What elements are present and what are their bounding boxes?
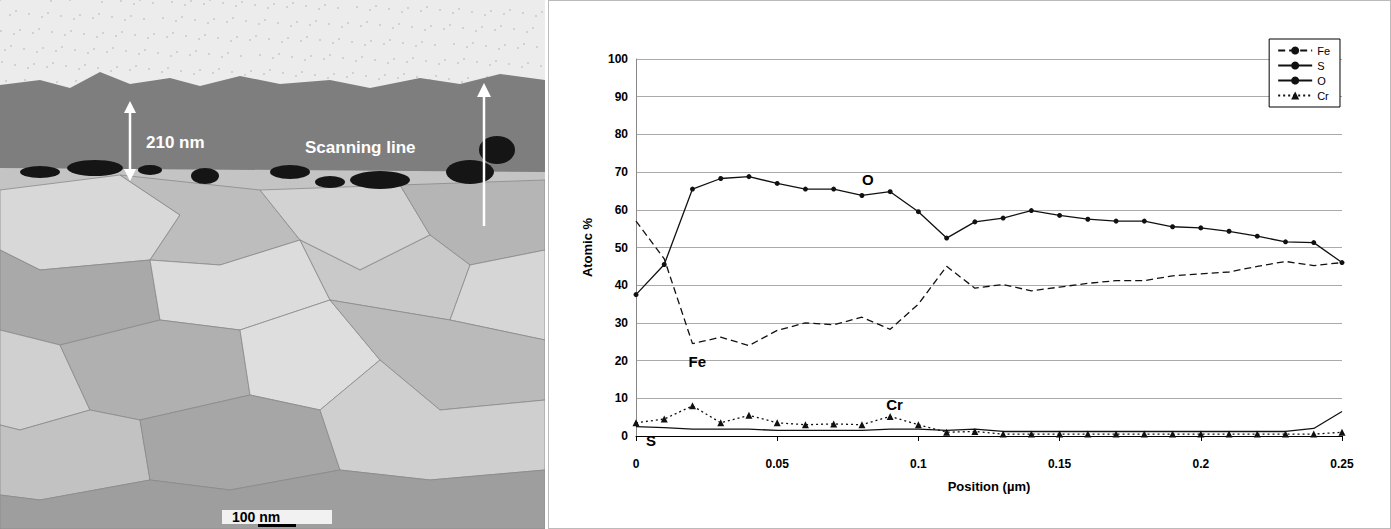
- svg-text:0.2: 0.2: [1192, 457, 1209, 471]
- svg-text:S: S: [1317, 60, 1324, 72]
- svg-text:0.15: 0.15: [1048, 457, 1072, 471]
- svg-text:210 nm: 210 nm: [146, 133, 205, 152]
- svg-text:Atomic %: Atomic %: [580, 217, 595, 277]
- svg-text:100 nm: 100 nm: [232, 509, 280, 525]
- svg-text:40: 40: [615, 278, 629, 292]
- svg-text:Fe: Fe: [688, 353, 706, 370]
- svg-text:20: 20: [615, 354, 629, 368]
- svg-text:0: 0: [621, 429, 628, 443]
- svg-text:60: 60: [615, 203, 629, 217]
- svg-text:Cr: Cr: [1317, 90, 1329, 102]
- svg-text:10: 10: [615, 391, 629, 405]
- svg-text:S: S: [646, 432, 656, 449]
- svg-text:80: 80: [615, 127, 629, 141]
- svg-text:70: 70: [615, 165, 629, 179]
- svg-text:50: 50: [615, 241, 629, 255]
- svg-text:100: 100: [608, 52, 628, 66]
- svg-text:0: 0: [633, 457, 640, 471]
- svg-text:Cr: Cr: [886, 396, 903, 413]
- svg-text:0.05: 0.05: [766, 457, 790, 471]
- svg-text:90: 90: [615, 90, 629, 104]
- svg-text:O: O: [1317, 75, 1326, 87]
- svg-text:30: 30: [615, 316, 629, 330]
- svg-text:Scanning line: Scanning line: [305, 138, 416, 157]
- svg-text:Position (µm): Position (µm): [948, 479, 1031, 494]
- svg-text:0.1: 0.1: [910, 457, 927, 471]
- svg-text:O: O: [862, 171, 874, 188]
- svg-text:Fe: Fe: [1317, 45, 1330, 57]
- svg-text:0.25: 0.25: [1330, 457, 1354, 471]
